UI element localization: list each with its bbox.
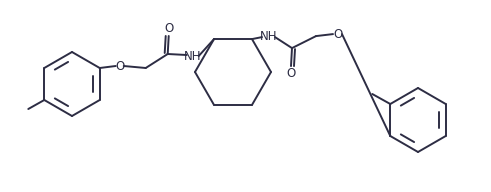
Text: NH: NH [260, 30, 278, 43]
Text: O: O [333, 28, 343, 41]
Text: O: O [164, 22, 173, 36]
Text: O: O [115, 60, 124, 73]
Text: O: O [286, 67, 296, 80]
Text: NH: NH [184, 50, 201, 63]
